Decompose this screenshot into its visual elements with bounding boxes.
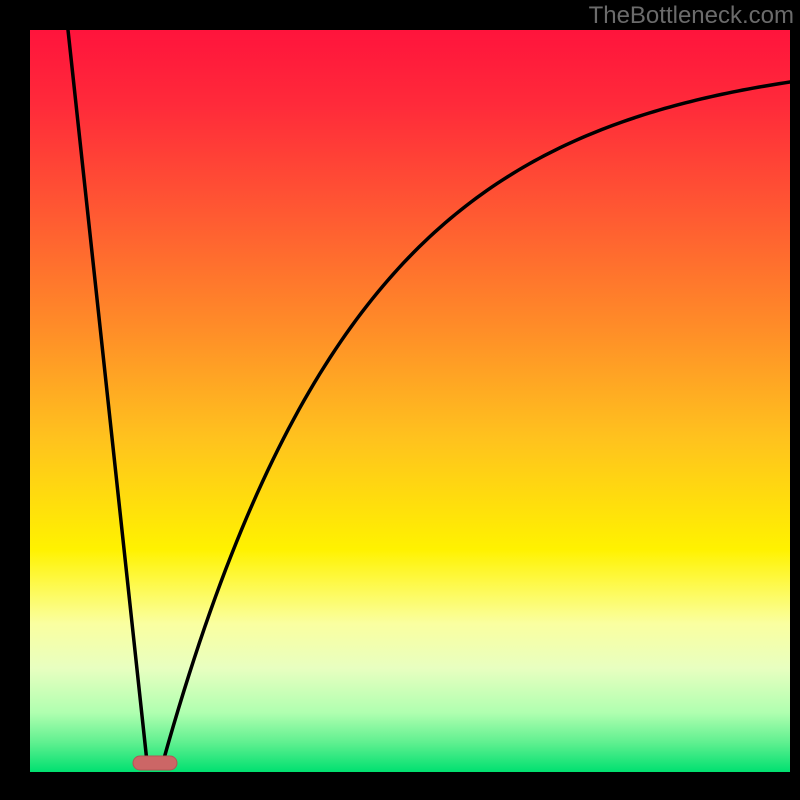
optimum-marker xyxy=(133,756,177,770)
chart-container: TheBottleneck.com xyxy=(0,0,800,800)
watermark-text: TheBottleneck.com xyxy=(589,2,794,30)
gradient-background xyxy=(30,30,790,772)
bottleneck-chart xyxy=(0,0,800,800)
